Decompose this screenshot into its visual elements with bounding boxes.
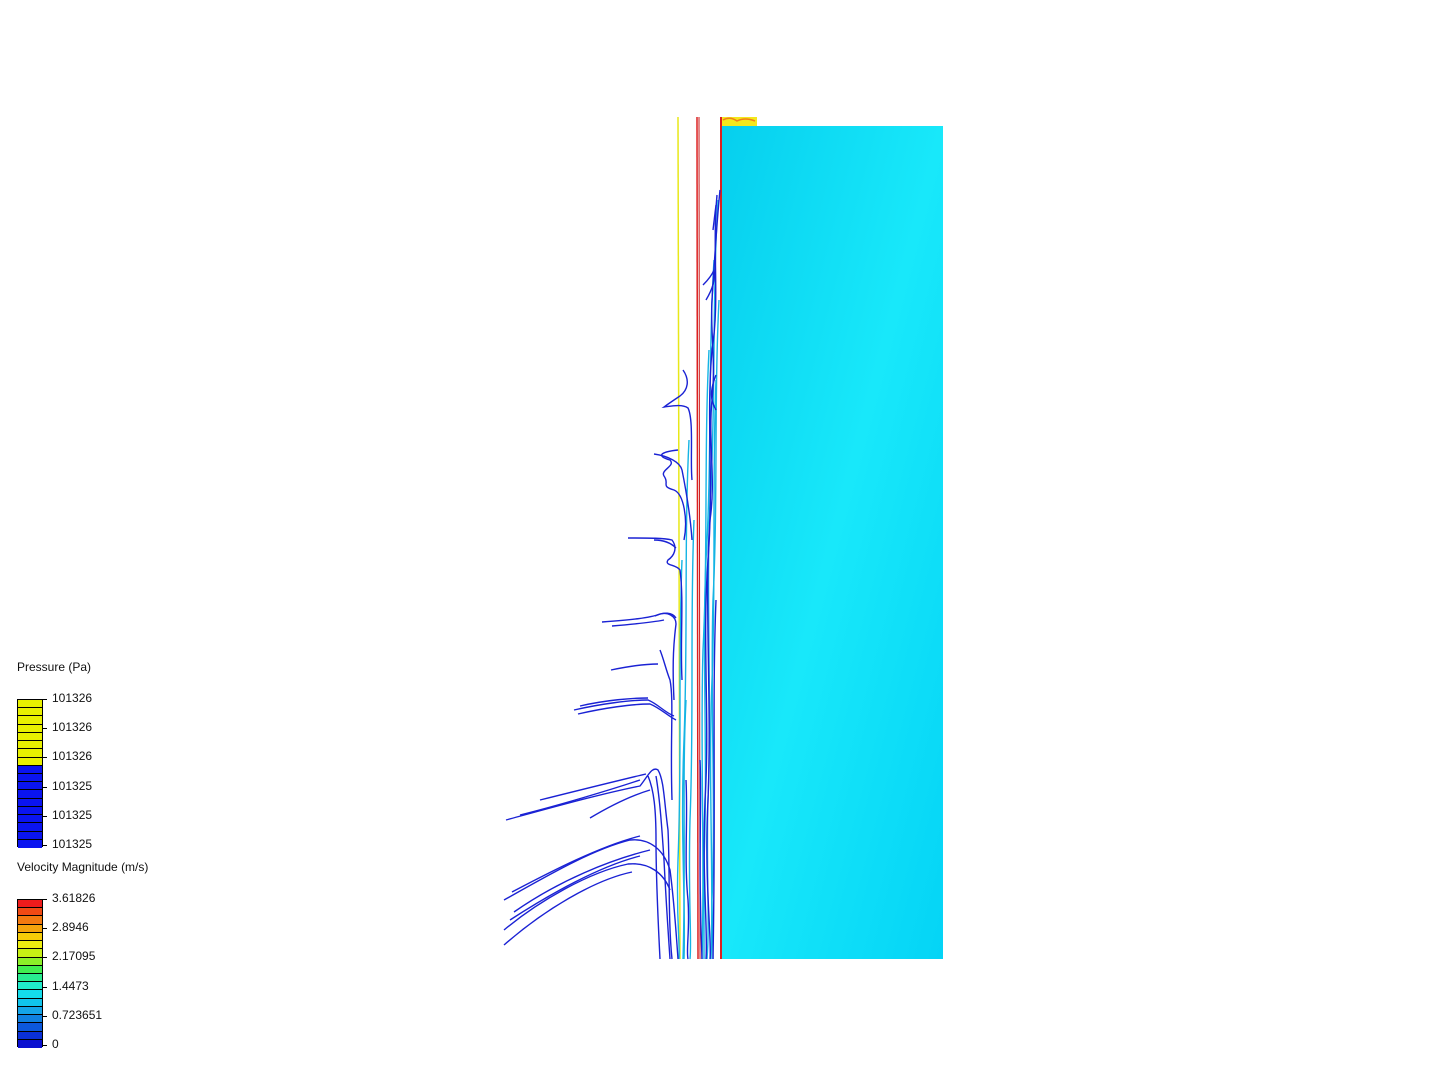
legend-tick xyxy=(43,757,47,759)
inlet-strip xyxy=(722,117,757,126)
color-bar-segment xyxy=(18,732,42,742)
color-bar-segment xyxy=(18,716,42,725)
color-bar-segment xyxy=(18,998,42,1007)
legend-tick-label: 1.4473 xyxy=(52,978,89,993)
color-bar-segment xyxy=(18,798,42,807)
color-bar-segment xyxy=(18,949,42,958)
color-bar-segment xyxy=(18,782,42,791)
legend-tick xyxy=(43,728,47,730)
color-bar-segment xyxy=(18,1039,42,1048)
color-bar-segment xyxy=(18,773,42,783)
color-bar-segment xyxy=(18,1006,42,1016)
legend-tick xyxy=(43,786,47,788)
color-bar-segment xyxy=(18,708,42,717)
color-bar-segment xyxy=(18,1023,42,1032)
legend-tick xyxy=(43,899,47,900)
color-bar-segment xyxy=(18,941,42,950)
legend-tick xyxy=(43,986,47,988)
color-bar-segment xyxy=(18,900,42,909)
legend-tick-label: 101326 xyxy=(52,691,93,705)
color-bar-segment xyxy=(18,765,42,774)
color-bar-segment xyxy=(18,1015,42,1024)
velocity-color-bar xyxy=(17,899,43,1048)
color-bar-segment xyxy=(18,741,42,750)
legend-tick-label: 101326 xyxy=(52,720,93,735)
color-bar-segment xyxy=(18,724,42,733)
color-bar-segment xyxy=(18,1031,42,1040)
legend-tick-label: 3.61826 xyxy=(52,891,96,905)
legend-tick-label: 2.17095 xyxy=(52,949,96,964)
pressure-legend-title: Pressure (Pa) xyxy=(17,660,92,674)
fluid-domain xyxy=(722,126,943,959)
legend-tick-label: 0.723651 xyxy=(52,1007,103,1022)
color-bar-segment xyxy=(18,924,42,933)
legend-tick xyxy=(43,957,47,959)
legend-tick-label: 101325 xyxy=(52,807,93,822)
color-bar-segment xyxy=(18,749,42,758)
inlet-contour xyxy=(722,117,756,122)
color-bar-segment xyxy=(18,965,42,974)
color-bar-segment xyxy=(18,823,42,832)
legend-tick-label: 101325 xyxy=(52,837,93,851)
color-bar-segment xyxy=(18,831,42,840)
color-bar-segment xyxy=(18,916,42,925)
color-bar-segment xyxy=(18,932,42,942)
legend-tick xyxy=(43,928,47,930)
streamlines xyxy=(503,189,721,960)
wall-line-red-1 xyxy=(696,116,699,960)
legend-tick-label: 101326 xyxy=(52,749,93,764)
legend-tick xyxy=(43,1015,47,1017)
legend-tick xyxy=(43,845,47,846)
legend-tick xyxy=(43,815,47,817)
color-bar-segment xyxy=(18,757,42,766)
color-bar-segment xyxy=(18,990,42,999)
legend-tick-label: 2.8946 xyxy=(52,920,89,935)
color-bar-segment xyxy=(18,806,42,816)
legend-tick-label: 101325 xyxy=(52,778,93,793)
color-bar-segment xyxy=(18,982,42,991)
legend-tick xyxy=(43,699,47,700)
velocity-legend-title: Velocity Magnitude (m/s) xyxy=(17,860,149,874)
color-bar-segment xyxy=(18,973,42,983)
color-bar-segment xyxy=(18,700,42,709)
color-bar-segment xyxy=(18,790,42,799)
color-bar-segment xyxy=(18,815,42,824)
pressure-color-bar xyxy=(17,699,43,848)
legend-tick xyxy=(43,1045,47,1046)
color-bar-segment xyxy=(18,839,42,848)
color-bar-segment xyxy=(18,908,42,917)
color-bar-segment xyxy=(18,957,42,966)
legend-tick-label: 0 xyxy=(52,1037,59,1051)
